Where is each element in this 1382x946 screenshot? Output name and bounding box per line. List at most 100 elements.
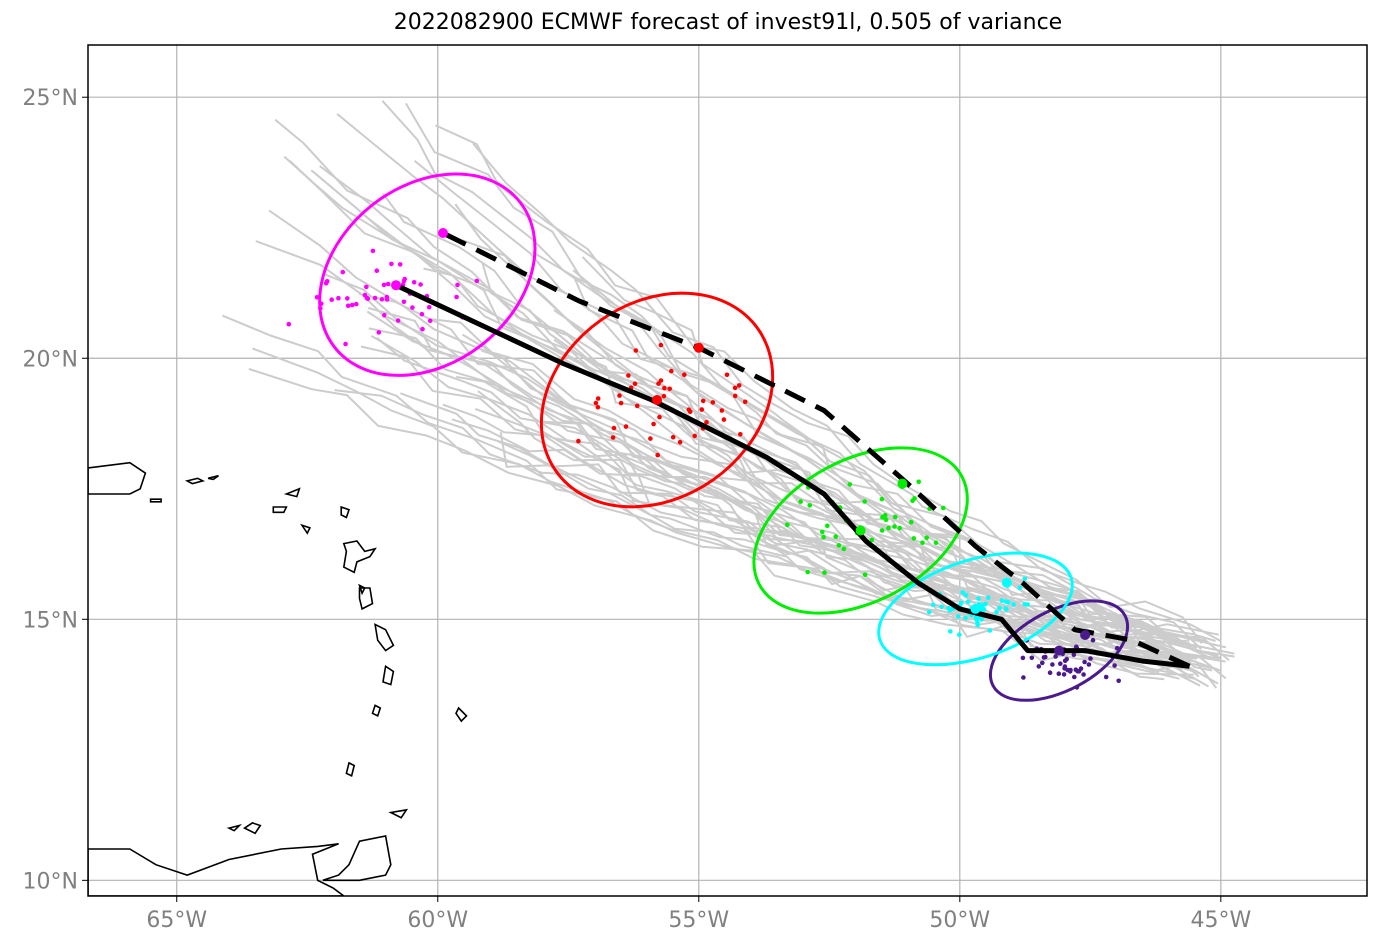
plot-frame [87,44,1368,897]
ensemble-track [435,124,1222,642]
forecast-position-point [732,393,738,399]
forecast-position-point [807,503,812,508]
forecast-position-point [372,295,378,301]
forecast-position-point [1071,652,1077,657]
forecast-position-point [677,439,683,445]
forecast-position-point [658,378,664,383]
forecast-position-point [822,570,827,575]
forecast-position-point [455,282,460,288]
coastline-island [374,623,395,652]
forecast-position-point [1021,675,1026,680]
forecast-position-point [1053,654,1058,659]
track-time-marker [1001,577,1012,588]
forecast-position-point [384,294,390,300]
forecast-position-point [651,421,656,427]
forecast-position-point [427,318,433,324]
forecast-position-point [1041,655,1047,660]
ensemble-track [496,440,1174,672]
y-tick-label: 15°N [23,608,78,633]
forecast-position-point [661,393,667,399]
forecast-position-point [999,598,1005,603]
forecast-position-point [374,268,380,274]
forecast-position-point [820,529,825,535]
forecast-position-point [1088,656,1093,661]
forecast-position-point [897,525,902,531]
track-time-marker [970,603,981,614]
forecast-position-point [389,261,394,267]
uncertainty-ellipse [988,599,1130,702]
forecast-position-point [997,605,1002,611]
forecast-position-point [916,479,921,485]
forecast-position-point [980,606,986,612]
forecast-position-point [376,330,382,335]
forecast-position-point [626,373,631,378]
forecast-position-point [336,295,341,301]
forecast-position-point [1036,664,1042,669]
forecast-position-point [420,326,425,332]
uncertainty-ellipse [752,446,969,615]
y-tick-labels: 10°N 15°N 20°N 25°N [23,86,88,894]
y-tick-label: 25°N [23,86,78,111]
ensemble-track [222,314,1180,680]
x-tick-label: 65°W [146,908,207,933]
forecast-position-point [379,297,385,302]
y-tick-label: 10°N [23,869,78,894]
forecast-position-point [1062,664,1068,669]
forecast-position-point [892,524,897,529]
forecast-position-point [632,381,638,387]
forecast-position-point [687,409,693,415]
forecast-position-point [869,537,875,543]
coastline-island [272,506,288,514]
coastline-island [358,583,366,596]
forecast-position-point [411,280,417,285]
track-time-marker [693,342,704,353]
forecast-position-point [1062,658,1068,664]
coastline-island [455,706,468,723]
uncertainty-ellipse [877,551,1074,667]
forecast-position-point [710,400,716,405]
coastline-island [388,808,409,819]
forecast-position-point [418,282,423,287]
forecast-position-point [821,534,826,540]
ensemble-track [553,309,1235,658]
ensemble-track [572,275,1211,659]
forecast-position-point [974,617,979,622]
x-tick-label: 45°W [1190,908,1251,933]
forecast-position-point [595,404,601,410]
forecast-position-point [941,505,946,511]
coastline-island [300,523,312,535]
forecast-position-point [454,294,459,300]
ensemble-track [334,389,1202,665]
forecast-position-point [979,617,984,622]
forecast-position-point [655,452,660,458]
forecast-position-point [1020,655,1026,661]
forecast-position-point [410,305,415,310]
forecast-position-point [862,499,867,504]
forecast-position-point [986,595,991,600]
coastline-island [345,761,356,778]
forecast-position-point [880,514,885,520]
ensemble-track [405,102,1185,647]
ensemble-track [431,318,1230,662]
coastline-island [226,824,243,832]
x-tick-labels: 65°W 60°W 55°W 50°W 45°W [146,896,1251,933]
y-tick-label: 20°N [23,347,78,372]
ensemble-track [336,113,1202,650]
forecast-position-point [841,546,847,552]
chart-title: 2022082900 ECMWF forecast of invest91l, … [393,10,1063,35]
track-time-marker [1054,645,1064,656]
forecast-position-point [847,482,853,487]
forecast-position-point [931,602,936,608]
forecast-position-point [983,601,988,607]
forecast-position-point [633,348,639,353]
forecast-position-point [634,403,640,409]
ensemble-track [366,310,1226,663]
forecast-position-point [1112,663,1117,668]
forecast-position-point [1082,659,1087,665]
x-tick-label: 60°W [407,908,468,933]
forecast-position-point [314,295,320,300]
coastline-island [340,505,351,519]
forecast-position-point [1081,672,1086,677]
mean-tracks [391,228,1191,669]
